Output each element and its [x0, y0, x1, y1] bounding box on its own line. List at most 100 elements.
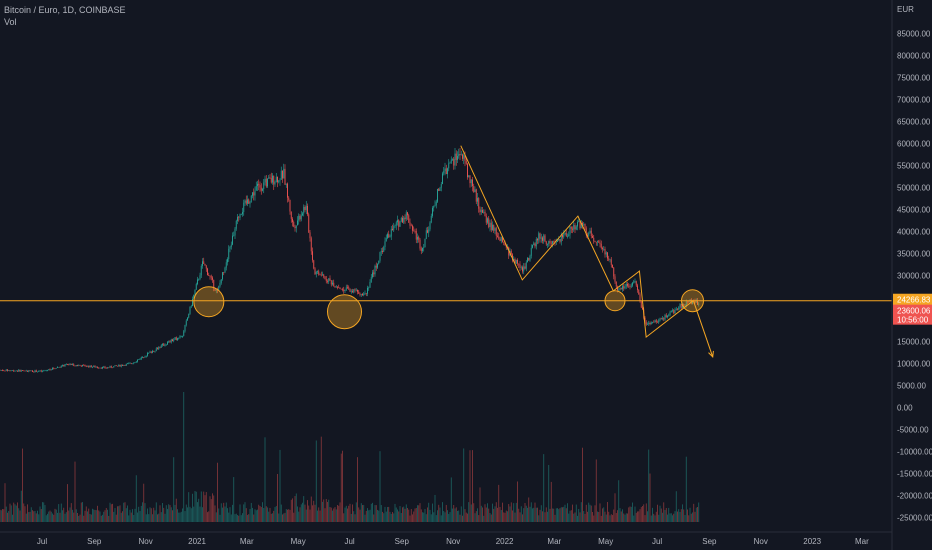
candle-body [277, 176, 278, 183]
projection-arrow-line[interactable] [692, 300, 714, 358]
candle-body [662, 318, 663, 319]
volume-bar [159, 505, 161, 522]
candle-body [395, 222, 397, 226]
candle-body [105, 368, 107, 369]
candle-body [628, 285, 630, 287]
volume-bar [323, 499, 325, 522]
volume-bar [74, 461, 76, 522]
candle-body [173, 339, 175, 342]
volume-bar [24, 506, 26, 522]
volume-bar [374, 505, 376, 522]
candle-body [582, 222, 583, 225]
volume-bar [288, 509, 290, 522]
candle-body [9, 370, 11, 371]
projection-arrow-head[interactable] [708, 350, 714, 358]
candle-body [353, 289, 355, 293]
candle-body [148, 352, 150, 354]
candle-body [520, 267, 522, 268]
candle-body [154, 350, 156, 352]
candle-body [272, 175, 273, 183]
volume-bar [382, 511, 383, 522]
candle-body [302, 213, 303, 216]
volume-bar [474, 513, 476, 522]
candle-body [474, 189, 476, 193]
candle-body [323, 274, 325, 277]
volume-bar [4, 483, 6, 522]
candle-body [612, 264, 613, 268]
candle-body [340, 288, 342, 290]
volume-bar [415, 507, 417, 522]
volume-bar [275, 505, 277, 522]
candle-body [622, 286, 623, 290]
volume-bar [177, 509, 178, 522]
volume-bar [552, 508, 553, 522]
volume-bar [604, 511, 606, 522]
volume-bar [668, 507, 670, 522]
candle-body [663, 318, 665, 320]
candle-body [559, 239, 561, 242]
volume-bar [319, 510, 321, 522]
candle-body [382, 250, 383, 252]
volume-bar [537, 507, 538, 522]
volume-bar [459, 514, 461, 522]
candle-body [68, 364, 70, 365]
volume-bar [665, 507, 667, 522]
volume-bar [233, 477, 235, 522]
candle-body [227, 259, 228, 263]
volume-bar [473, 503, 475, 522]
time-tick-label: May [291, 537, 306, 546]
volume-bar [222, 507, 223, 522]
volume-bar [498, 484, 500, 522]
volume-bar [479, 487, 481, 522]
price-scale[interactable]: EUR 85000.00 80000.00 75000.00 70000.00 65000… [897, 5, 932, 523]
volume-bar [397, 509, 398, 522]
candle-body [8, 370, 10, 371]
candle-body [332, 282, 333, 285]
candle-body [578, 220, 580, 222]
volume-bar [164, 513, 166, 522]
candle-body [674, 309, 676, 314]
volume-bar [294, 496, 296, 522]
volume-indicator-label[interactable]: Vol [4, 17, 17, 27]
volume-bar [188, 492, 190, 522]
candle-body [144, 356, 146, 358]
candle-body [328, 278, 330, 282]
volume-bar [27, 504, 28, 522]
drawings[interactable] [0, 145, 892, 358]
candle-body [313, 260, 315, 269]
candle-body [157, 348, 158, 350]
volume-bar [204, 495, 206, 522]
candle-body [668, 315, 670, 316]
symbol-title[interactable]: Bitcoin / Euro, 1D, COINBASE [4, 5, 126, 15]
candle-body [649, 322, 651, 325]
candle-body [692, 300, 693, 304]
volume-bar [279, 449, 281, 522]
volume-bar [585, 504, 587, 522]
candle-body [558, 239, 560, 241]
volume-bar [99, 511, 101, 522]
highlight-circle[interactable] [604, 290, 626, 312]
candle-body [20, 370, 22, 372]
highlight-circle[interactable] [327, 294, 363, 330]
time-scale[interactable]: Jul Sep Nov 2021 Mar May Jul Sep Nov 2022 Mar May Ju… [37, 537, 869, 546]
volume-bar [208, 511, 210, 522]
candle-body [320, 274, 322, 276]
volume-bar [58, 504, 60, 522]
candle-body [672, 310, 673, 311]
candle-body [337, 286, 338, 288]
volume-bar [172, 510, 173, 522]
candle-body [100, 367, 102, 369]
candle-body [642, 307, 643, 310]
volume-bar [73, 512, 75, 522]
candle-body [265, 178, 267, 187]
volume-bar [314, 504, 316, 522]
candle-body [58, 367, 60, 368]
volume-bar [273, 510, 275, 522]
trend-polyline[interactable] [460, 145, 694, 339]
volume-bar [645, 503, 647, 522]
candle-body [588, 232, 590, 236]
candle-body [645, 322, 647, 325]
candle-body [222, 272, 223, 280]
highlight-circle[interactable] [193, 286, 225, 318]
